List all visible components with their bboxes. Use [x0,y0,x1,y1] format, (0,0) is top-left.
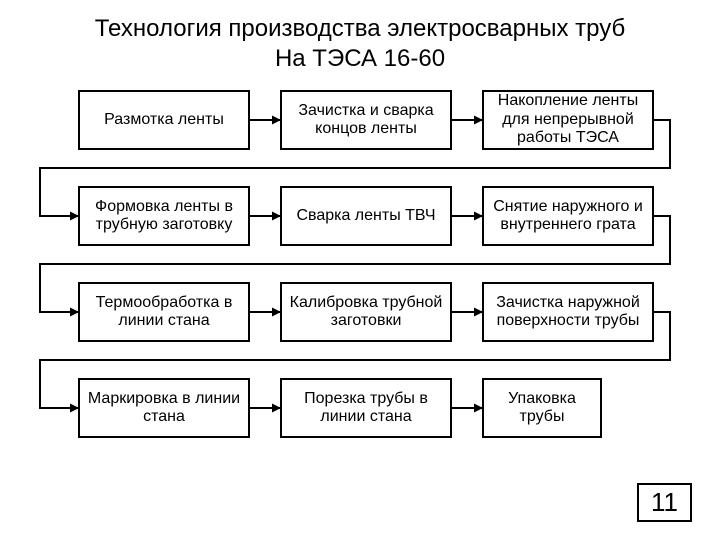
connectors-svg [0,0,720,540]
flow-node-n6: Снятие наружного и внутреннего грата [482,186,654,246]
flow-node-label: Зачистка наружной поверхности трубы [490,294,646,331]
page-number: 11 [637,483,692,522]
flow-node-n9: Зачистка наружной поверхности трубы [482,282,654,342]
flow-node-label: Порезка трубы в линии стана [288,390,444,427]
slide: Технология производства электросварных т… [0,0,720,540]
flow-node-n5: Сварка ленты ТВЧ [280,186,452,246]
flow-node-label: Термообработка в линии стана [86,294,242,331]
flow-node-n3: Накопление ленты для непрерывной работы … [482,90,654,150]
flow-node-label: Снятие наружного и внутреннего грата [490,198,646,235]
flow-node-label: Размотка ленты [104,111,224,129]
flow-node-label: Маркировка в линии стана [86,390,242,427]
flow-node-label: Упаковка трубы [490,390,594,427]
flow-node-label: Формовка ленты в трубную заготовку [86,198,242,235]
flow-node-label: Сварка ленты ТВЧ [296,207,435,225]
title-line-1: Технология производства электросварных т… [95,15,626,42]
flow-node-n1: Размотка ленты [78,90,250,150]
flow-node-label: Зачистка и сварка концов ленты [288,102,444,139]
flow-node-n12: Упаковка трубы [482,378,602,438]
flow-node-label: Накопление ленты для непрерывной работы … [490,92,646,147]
flow-node-n7: Термообработка в линии стана [78,282,250,342]
flow-node-n10: Маркировка в линии стана [78,378,250,438]
flow-node-n2: Зачистка и сварка концов ленты [280,90,452,150]
title-line-2: На ТЭСА 16-60 [275,45,445,72]
slide-title: Технология производства электросварных т… [0,14,720,74]
flow-node-n8: Калибровка трубной заготовки [280,282,452,342]
flow-node-n4: Формовка ленты в трубную заготовку [78,186,250,246]
flow-node-n11: Порезка трубы в линии стана [280,378,452,438]
flow-node-label: Калибровка трубной заготовки [288,294,444,331]
